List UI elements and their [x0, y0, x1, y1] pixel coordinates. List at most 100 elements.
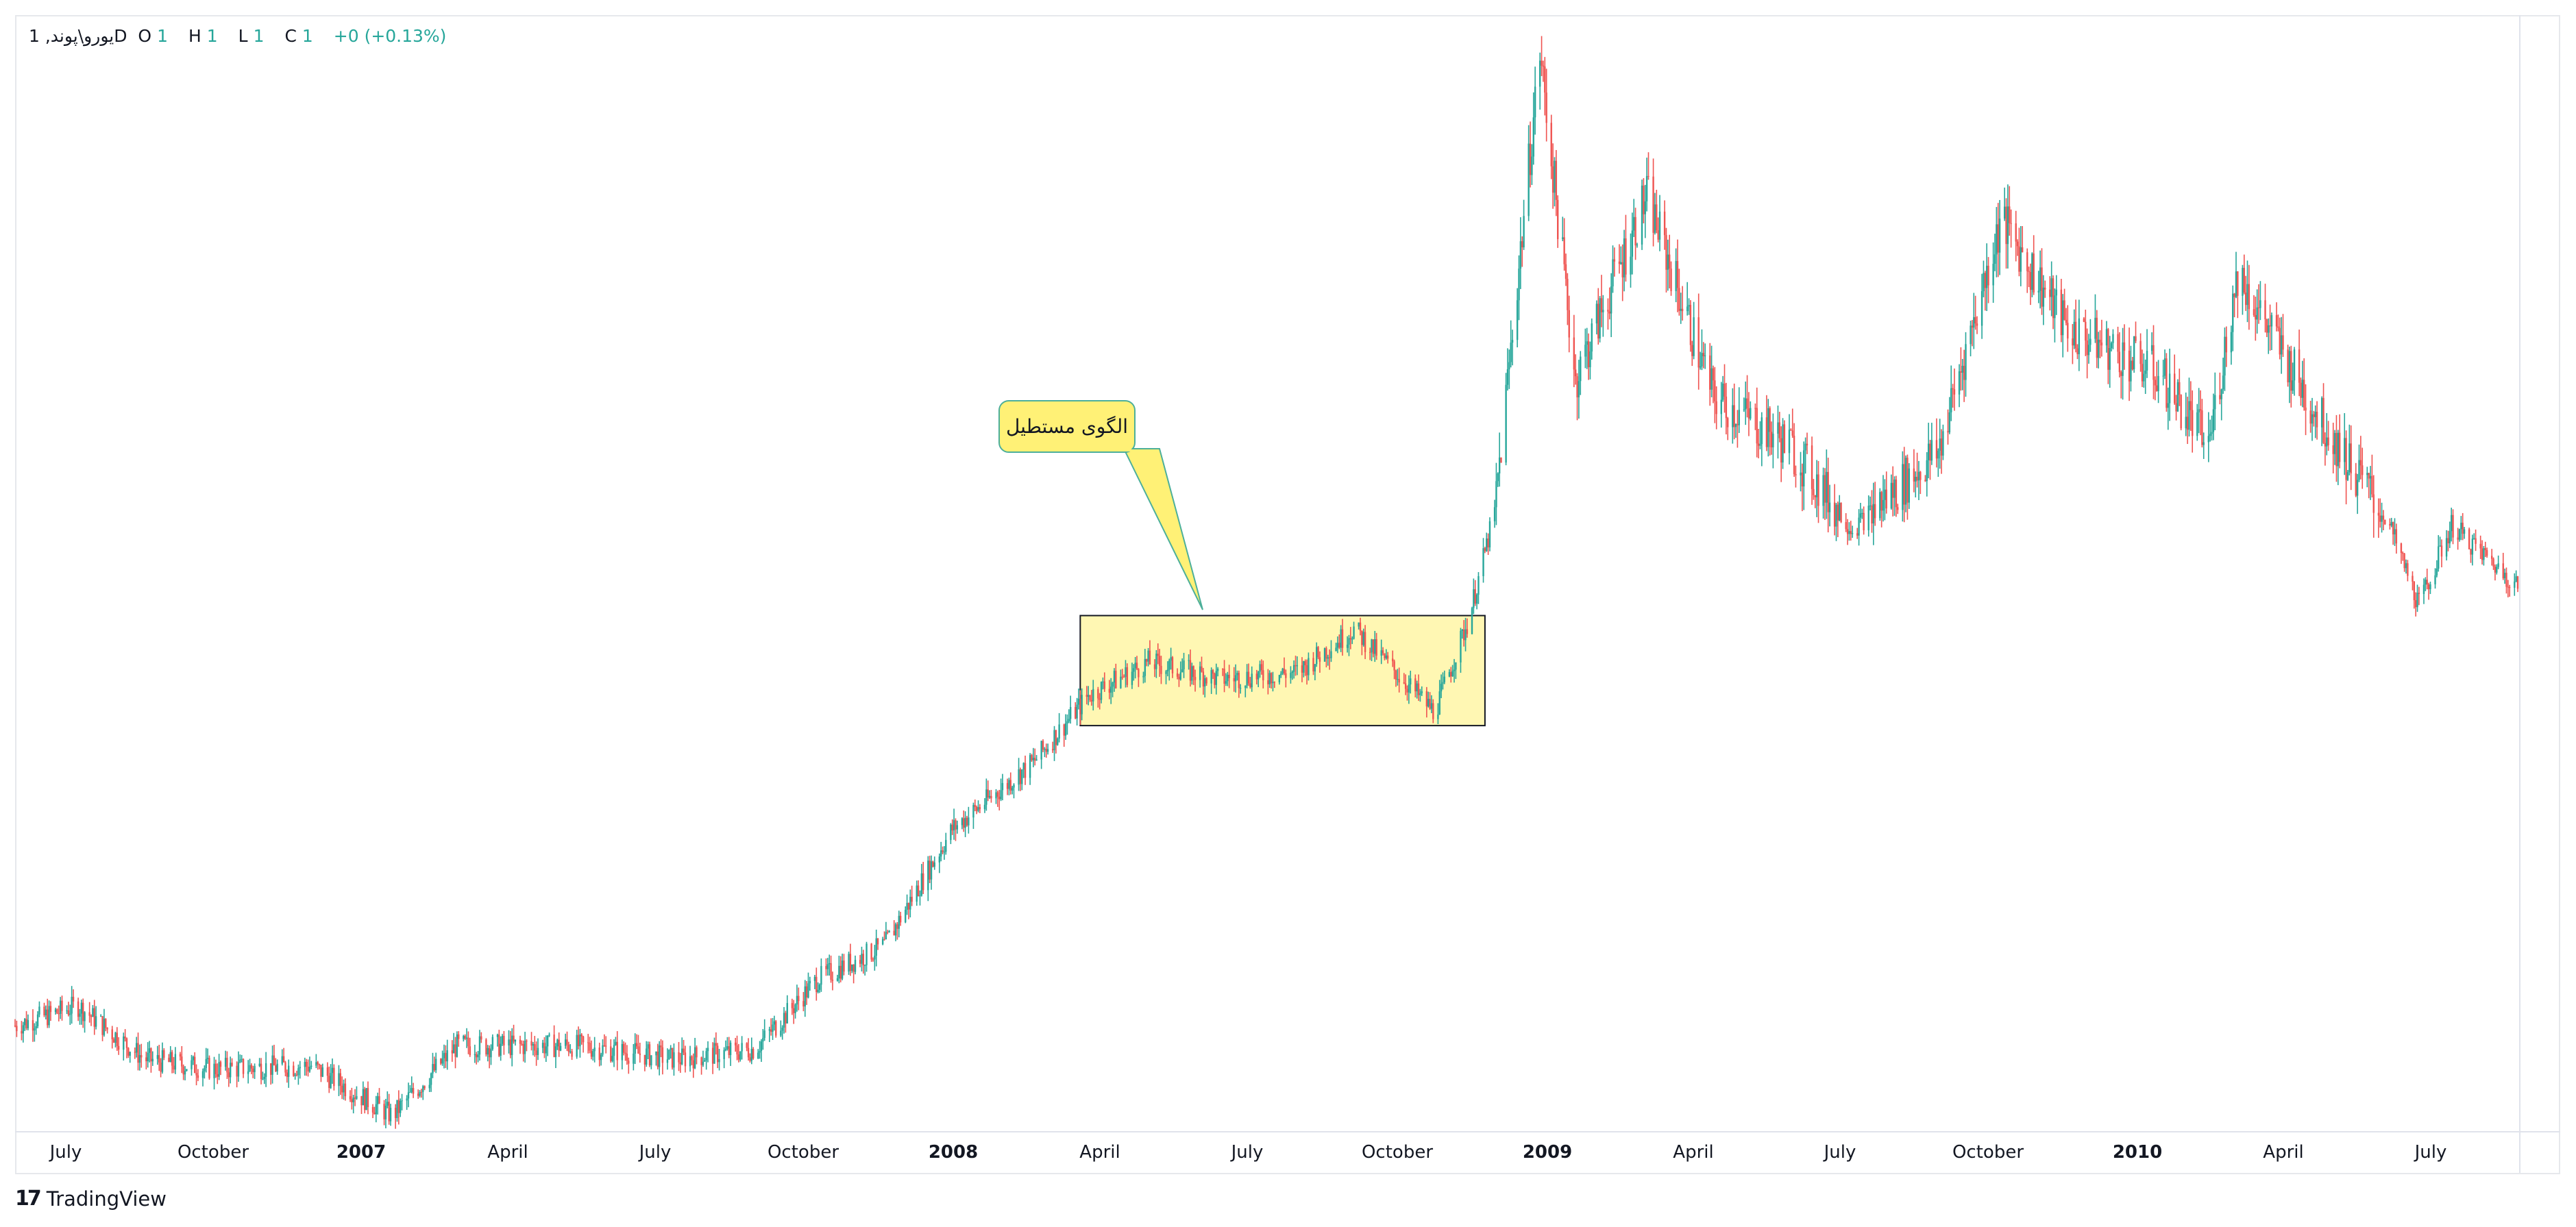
candle-864: [1973, 293, 1975, 349]
candle-1045: [2382, 510, 2385, 530]
candle-74: [182, 1064, 184, 1080]
candle-516: [1183, 652, 1185, 678]
candle-body-352: [813, 976, 816, 981]
candle-body-144: [341, 1085, 343, 1093]
candle-358: [826, 958, 829, 976]
candle-body-222: [519, 1039, 522, 1044]
candle-837: [1913, 449, 1915, 493]
candle-205: [478, 1030, 481, 1061]
candle-body-660: [1510, 343, 1512, 362]
candle-body-975: [2224, 336, 2226, 376]
candle-1101: [2508, 584, 2511, 597]
candle-body-182: [428, 1085, 430, 1089]
candle-body-647: [1482, 548, 1484, 576]
candle-469: [1077, 689, 1080, 710]
candle-89: [217, 1063, 219, 1085]
candle-body-928: [2118, 351, 2121, 373]
candle-body-899: [2052, 278, 2054, 319]
candle-body-912: [2083, 318, 2085, 322]
tradingview-brand[interactable]: 17 TradingView: [15, 1187, 167, 1211]
candle-124: [295, 1070, 298, 1077]
candle-805: [1839, 495, 1841, 521]
candle-body-77: [191, 1060, 193, 1069]
candle-body-489: [1123, 676, 1125, 678]
candle-68: [169, 1045, 171, 1063]
candle-432: [995, 789, 997, 804]
candle-body-1018: [2322, 397, 2324, 443]
candle-body-242: [564, 1039, 567, 1046]
candle-10: [36, 1011, 39, 1028]
candle-437: [1006, 778, 1009, 795]
candle-785: [1793, 423, 1795, 478]
candle-body-300: [694, 1047, 696, 1069]
candle-1038: [2368, 473, 2370, 499]
candle-67: [168, 1054, 170, 1063]
candle-972: [2219, 372, 2221, 405]
candle-518: [1189, 649, 1192, 687]
candle-body-71: [174, 1054, 177, 1070]
candle-body-219: [511, 1035, 513, 1056]
candle-1047: [2389, 518, 2391, 530]
candle-body-496: [1138, 669, 1140, 678]
candle-462: [1063, 723, 1065, 747]
candle-778: [1778, 412, 1781, 443]
candle-445: [1022, 762, 1025, 778]
candle-body-756: [1727, 418, 1729, 427]
candle-body-379: [874, 956, 876, 960]
candle-241: [559, 1042, 562, 1052]
candle-168: [396, 1100, 398, 1122]
candle-body-45: [116, 1032, 119, 1046]
candle-468: [1076, 697, 1078, 726]
candle-body-462: [1063, 724, 1065, 736]
candle-body-658: [1506, 369, 1509, 385]
candle-body-751: [1715, 401, 1717, 414]
candle-5: [25, 1011, 27, 1030]
candle-1068: [2436, 560, 2438, 578]
candle-body-988: [2255, 314, 2257, 320]
candle-body-476: [1092, 689, 1094, 702]
callout-annotation[interactable]: الگوی مستطیل: [998, 400, 1203, 610]
candle-943: [2152, 325, 2155, 399]
candle-body-597: [1369, 652, 1371, 653]
candle-body-750: [1714, 380, 1716, 401]
candle-body-83: [204, 1067, 206, 1071]
candle-48: [124, 1029, 126, 1042]
candle-413: [951, 819, 953, 835]
candle-991: [2259, 281, 2261, 321]
candle-857: [1958, 364, 1961, 408]
candle-985: [2246, 260, 2248, 323]
candle-547: [1255, 669, 1258, 685]
candle-831: [1897, 504, 1899, 515]
candle-897: [2049, 276, 2051, 311]
candle-body-889: [2029, 272, 2032, 290]
candle-14: [47, 998, 49, 1028]
candle-body-107: [258, 1063, 260, 1066]
candle-761: [1738, 387, 1740, 433]
candle-1008: [2300, 377, 2302, 406]
candle-body-293: [679, 1062, 682, 1065]
candle-267: [621, 1039, 624, 1069]
candle-229: [534, 1036, 536, 1057]
chart-frame[interactable]: [15, 15, 2560, 1174]
candle-986: [2248, 264, 2250, 330]
candle-496: [1138, 668, 1140, 687]
candle-body-675: [1544, 66, 1546, 93]
candle-80: [195, 1064, 197, 1086]
candle-801: [1828, 484, 1831, 527]
candle-body-884: [2018, 246, 2020, 272]
candle-body-632: [1448, 671, 1451, 677]
candle-body-558: [1280, 673, 1282, 676]
candle-615: [1408, 675, 1410, 704]
candle-209: [488, 1045, 491, 1069]
candle-443: [1019, 767, 1022, 791]
candle-body-1079: [2460, 522, 2462, 530]
candle-body-1039: [2369, 475, 2372, 479]
candle-body-545: [1249, 683, 1251, 688]
candle-83: [204, 1065, 206, 1079]
candle-body-73: [181, 1056, 183, 1067]
candle-body-790: [1804, 443, 1806, 451]
candle-815: [1861, 508, 1863, 519]
candle-body-1060: [2416, 593, 2418, 608]
x-tick-label: October: [177, 1142, 249, 1163]
